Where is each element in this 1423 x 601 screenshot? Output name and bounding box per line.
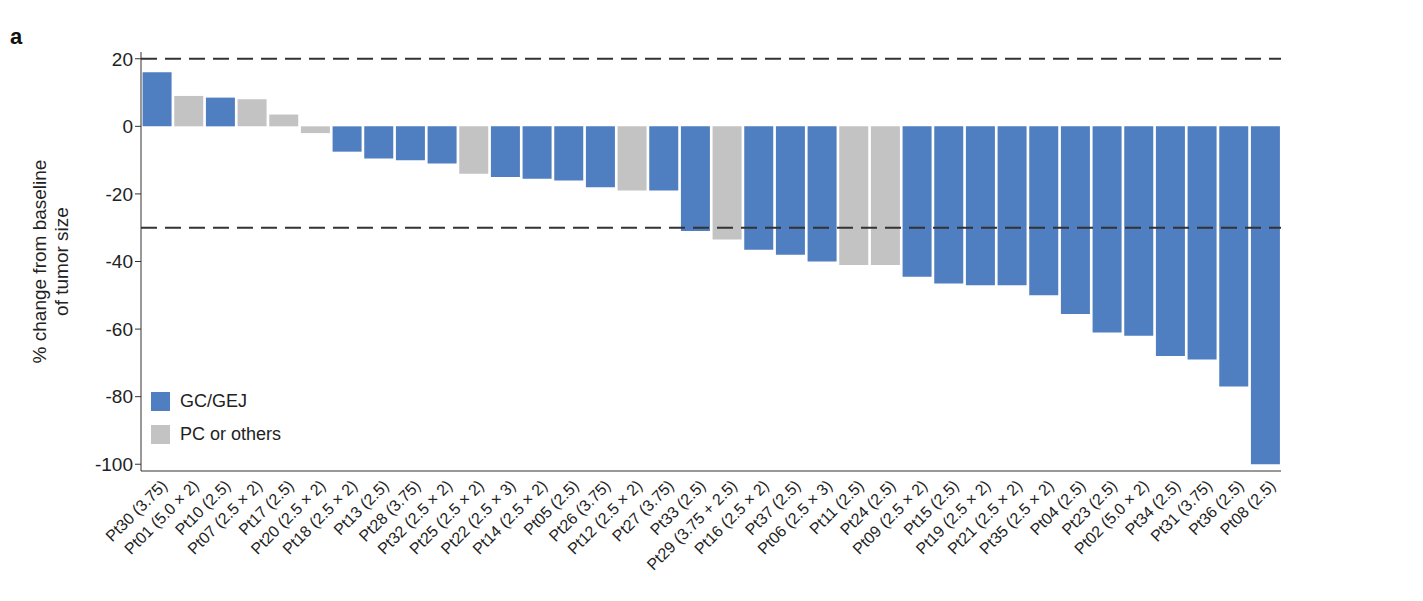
svg-text:Pt25 (2.5 × 2): Pt25 (2.5 × 2): [406, 476, 487, 558]
svg-text:Pt06 (2.5 × 3): Pt06 (2.5 × 3): [754, 476, 836, 558]
svg-text:Pt24 (2.5): Pt24 (2.5): [836, 476, 899, 539]
svg-text:Pt12 (2.5 × 2): Pt12 (2.5 × 2): [564, 476, 646, 558]
svg-text:20: 20: [112, 49, 133, 70]
svg-text:% change from baselineof tumor: % change from baselineof tumor size: [29, 160, 72, 364]
svg-text:-60: -60: [106, 319, 133, 340]
svg-text:a: a: [10, 24, 23, 49]
svg-text:Pt09 (2.5 × 2): Pt09 (2.5 × 2): [849, 476, 931, 558]
svg-text:Pt31 (3.75): Pt31 (3.75): [1147, 476, 1216, 545]
svg-text:-100: -100: [95, 454, 133, 475]
svg-text:Pt02 (5.0 × 2): Pt02 (5.0 × 2): [1071, 476, 1152, 558]
svg-text:Pt32 (2.5 × 2): Pt32 (2.5 × 2): [374, 476, 456, 558]
svg-text:Pt10 (2.5): Pt10 (2.5): [171, 476, 234, 539]
svg-text:Pt21 (2.5 × 2): Pt21 (2.5 × 2): [944, 476, 1026, 558]
svg-text:-80: -80: [106, 386, 133, 407]
svg-text:Pt15 (2.5): Pt15 (2.5): [900, 476, 962, 539]
svg-text:Pt16 (2.5 × 2): Pt16 (2.5 × 2): [691, 476, 772, 558]
svg-text:Pt23 (2.5): Pt23 (2.5): [1058, 476, 1121, 539]
svg-text:Pt01 (5.0 × 2): Pt01 (5.0 × 2): [121, 476, 202, 558]
html-text:PC or others: PC or others: [180, 424, 281, 444]
svg-text:Pt35 (2.5 × 2): Pt35 (2.5 × 2): [976, 476, 1057, 558]
svg-text:Pt20 (2.5 × 2): Pt20 (2.5 × 2): [247, 476, 329, 558]
svg-text:Pt18 (2.5 × 2): Pt18 (2.5 × 2): [279, 476, 361, 558]
svg-text:Pt14 (2.5 × 2): Pt14 (2.5 × 2): [469, 476, 551, 558]
svg-text:Pt04 (2.5): Pt04 (2.5): [1026, 476, 1089, 539]
svg-text:Pt13 (2.5): Pt13 (2.5): [330, 476, 392, 539]
svg-text:Pt17 (2.5): Pt17 (2.5): [235, 476, 297, 539]
svg-text:Pt36 (2.5): Pt36 (2.5): [1185, 476, 1247, 539]
svg-text:Pt08 (2.5): Pt08 (2.5): [1217, 477, 1279, 539]
svg-text:Pt28 (3.75): Pt28 (3.75): [355, 476, 424, 545]
svg-text:0: 0: [122, 116, 133, 137]
svg-text:Pt05 (2.5): Pt05 (2.5): [520, 476, 582, 539]
svg-text:Pt26 (3.75): Pt26 (3.75): [545, 476, 614, 545]
svg-text:Pt19 (2.5 × 2): Pt19 (2.5 × 2): [912, 476, 994, 558]
svg-text:Pt22 (2.5 × 3): Pt22 (2.5 × 3): [437, 476, 519, 558]
svg-text:Pt34 (2.5): Pt34 (2.5): [1121, 476, 1184, 539]
svg-text:Pt33 (2.5): Pt33 (2.5): [646, 476, 709, 539]
svg-text:-40: -40: [106, 251, 133, 272]
svg-text:Pt27 (3.75): Pt27 (3.75): [608, 476, 677, 545]
svg-text:Pt07 (2.5 × 2): Pt07 (2.5 × 2): [184, 476, 266, 558]
html-text:GC/GEJ: GC/GEJ: [180, 391, 247, 411]
svg-text:Pt11 (2.5): Pt11 (2.5): [806, 476, 867, 538]
svg-text:Pt29 (3.75 + 2.5): Pt29 (3.75 + 2.5): [643, 476, 741, 574]
svg-text:Pt37 (2.5): Pt37 (2.5): [741, 476, 804, 539]
svg-text:-20: -20: [106, 184, 133, 205]
svg-text:Pt30 (3.75): Pt30 (3.75): [102, 476, 171, 545]
